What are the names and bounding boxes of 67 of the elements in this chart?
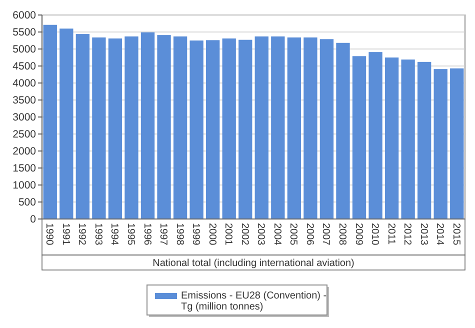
y-tick-label: 1000 [12, 180, 36, 192]
bar [287, 37, 302, 219]
y-tick-label: 3500 [12, 94, 36, 107]
x-tick-label: 2005 [288, 223, 299, 246]
x-tick-label: 2006 [304, 223, 315, 246]
x-tick-label: 2012 [402, 223, 413, 246]
bar [76, 34, 90, 219]
x-tick-label: 2008 [336, 223, 348, 246]
x-tick-label: 1990 [44, 223, 55, 246]
legend-label: Emissions - EU28 (Convention) - Tg (million tonnes) [181, 290, 327, 312]
y-tick-label: 4000 [12, 78, 36, 90]
x-tick-label: 1998 [174, 223, 185, 246]
x-tick-label: 2000 [206, 223, 218, 246]
bar [43, 24, 57, 219]
x-tick-label: 2010 [369, 223, 380, 246]
bar [157, 35, 171, 219]
x-tick-label: 2014 [434, 223, 446, 246]
y-tick-label: 1500 [12, 162, 36, 175]
bar [222, 38, 236, 219]
x-tick-label: 2013 [418, 223, 429, 246]
bar [352, 56, 366, 219]
bar [401, 60, 415, 219]
bar [173, 36, 188, 219]
bar [271, 36, 285, 219]
y-tick-label: 5000 [12, 44, 36, 56]
y-tick-label: 2000 [12, 146, 36, 158]
bar [336, 42, 350, 219]
bar [190, 40, 204, 219]
bar [92, 37, 106, 219]
y-tick-label: 0 [30, 214, 36, 226]
x-tick-label: 1993 [92, 223, 104, 246]
bar [254, 36, 268, 219]
bar [417, 62, 432, 219]
y-tick-label: 3000 [12, 112, 36, 124]
bar [368, 52, 382, 219]
x-tick-label: 1999 [190, 223, 202, 246]
y-tick-label: 6000 [12, 10, 36, 22]
x-tick-label: 1991 [60, 223, 71, 246]
x-tick-label: 2011 [385, 223, 396, 245]
x-tick-label: 1996 [141, 223, 152, 246]
bar [124, 36, 138, 219]
y-tick-label: 5500 [12, 26, 36, 39]
bar [320, 39, 334, 219]
bar [60, 28, 74, 219]
bar [384, 58, 399, 219]
x-tick-label: 2007 [320, 223, 332, 246]
x-tick-label: 2003 [255, 223, 266, 246]
x-tick-label: 1995 [124, 223, 136, 246]
bar [140, 32, 155, 219]
bar [108, 38, 122, 219]
bar [304, 37, 318, 219]
bar [206, 40, 220, 219]
x-tick-label: 2002 [238, 223, 250, 246]
y-tick-label: 2500 [12, 128, 36, 141]
bar [434, 69, 448, 219]
x-tick-label: 1997 [158, 223, 169, 246]
x-tick-label: 2009 [352, 223, 364, 246]
x-tick-label: 1994 [108, 223, 120, 246]
bar [238, 40, 252, 219]
x-tick-label: 1992 [76, 223, 88, 246]
x-tick-label: 2015 [450, 223, 462, 246]
x-tick-label: 2001 [222, 223, 234, 246]
y-tick-label: 4500 [12, 60, 36, 73]
y-tick-label: 500 [18, 196, 36, 209]
x-tick-label: 2004 [271, 223, 282, 246]
bar [450, 68, 464, 219]
x-axis-title: National total (including international aviation) [152, 258, 354, 269]
